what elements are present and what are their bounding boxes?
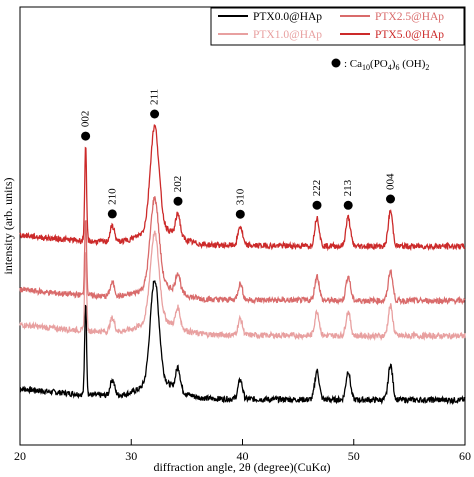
peak-dot-002	[81, 131, 91, 141]
peak-dot-310	[235, 209, 245, 219]
peak-label-213: 213	[342, 179, 354, 196]
peak-markers-group: 002 210 211 202 310 222 213 004	[80, 89, 397, 219]
peak-label-211: 211	[149, 89, 161, 105]
marker-legend: : Ca10(PO4)6 (OH)2	[331, 58, 429, 72]
x-tick-label-30: 30	[125, 449, 137, 463]
x-tick-label-60: 60	[459, 449, 471, 463]
marker-legend-formula: : Ca10(PO4)6 (OH)2	[344, 58, 429, 72]
peak-dot-211	[150, 109, 160, 119]
peak-dot-210	[107, 209, 117, 219]
peak-label-002: 002	[80, 111, 92, 128]
x-tick-label-40: 40	[237, 449, 249, 463]
x-tick-label-20: 20	[14, 449, 26, 463]
series-line-PTX0.0@HAp	[19, 280, 466, 406]
series-line-PTX1.0@HAp	[19, 230, 466, 342]
legend-label-PTX0.0@HAp: PTX0.0@HAp	[253, 11, 322, 23]
legend-box	[210, 7, 465, 46]
legend-label-PTX1.0@HAp: PTX1.0@HAp	[253, 29, 322, 41]
traces-group	[19, 124, 466, 406]
y-axis-label: intensity (arb. units)	[1, 178, 15, 275]
marker-legend-dot	[331, 58, 341, 68]
x-axis-label: diffraction angle, 2θ (degree)(CuKα)	[153, 460, 330, 474]
series-line-PTX2.5@HAp	[19, 196, 466, 306]
peak-label-310: 310	[234, 188, 246, 205]
peak-dot-222	[312, 200, 322, 210]
peak-dot-202	[173, 196, 183, 206]
peak-label-202: 202	[172, 176, 184, 193]
peak-dot-004	[386, 194, 395, 204]
peak-label-210: 210	[106, 188, 118, 205]
peak-dot-213	[343, 200, 353, 210]
series-line-PTX5.0@HAp	[19, 124, 466, 252]
x-ticks-group: 20 30 40 50 60	[14, 439, 471, 463]
legend-label-PTX5.0@HAp: PTX5.0@HAp	[375, 29, 444, 41]
legend: PTX0.0@HAp PTX1.0@HAp PTX2.5@HAp PTX5.0@HAp	[210, 7, 465, 46]
peak-label-004: 004	[385, 173, 397, 190]
x-tick-label-50: 50	[348, 449, 360, 463]
peak-label-222: 222	[311, 180, 323, 197]
legend-label-PTX2.5@HAp: PTX2.5@HAp	[375, 11, 444, 23]
